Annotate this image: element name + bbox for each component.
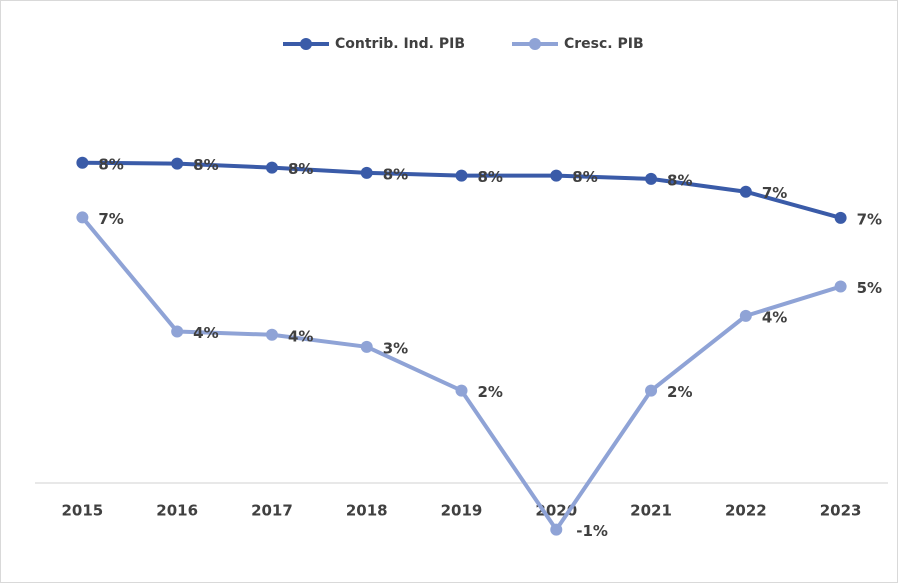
data-label: 8%: [288, 160, 313, 178]
data-label: 4%: [193, 324, 218, 342]
x-tick-label: 2017: [251, 502, 293, 520]
x-tick-label: 2019: [441, 502, 483, 520]
data-label: 8%: [667, 171, 692, 189]
data-label: 7%: [98, 210, 123, 228]
data-point: [834, 280, 847, 293]
data-point: [265, 161, 278, 174]
data-label: 4%: [762, 308, 787, 326]
data-point: [76, 211, 89, 224]
data-point: [645, 172, 658, 185]
x-tick-label: 2022: [725, 502, 767, 520]
data-point: [360, 340, 373, 353]
data-point: [645, 384, 658, 397]
x-tick-label: 2018: [346, 502, 388, 520]
data-label: 4%: [288, 327, 313, 345]
legend-label: Cresc. PIB: [564, 36, 644, 52]
data-point: [550, 169, 563, 182]
data-point: [455, 169, 468, 182]
data-label: 8%: [193, 156, 218, 174]
data-label: 7%: [857, 210, 882, 228]
data-point: [76, 156, 89, 169]
data-label: 7%: [762, 184, 787, 202]
x-tick-label: 2023: [820, 502, 862, 520]
data-label: 5%: [857, 279, 882, 297]
data-point: [739, 185, 752, 198]
data-point: [265, 328, 278, 341]
data-label: 8%: [383, 165, 408, 183]
x-tick-label: 2016: [156, 502, 198, 520]
data-point: [834, 211, 847, 224]
legend-marker: [529, 38, 541, 50]
data-label: 8%: [98, 155, 123, 173]
legend-marker: [300, 38, 312, 50]
x-tick-label: 2021: [630, 502, 672, 520]
data-point: [550, 523, 563, 536]
data-point: [739, 309, 752, 322]
data-point: [455, 384, 468, 397]
data-label: 2%: [667, 383, 692, 401]
data-label: 2%: [478, 383, 503, 401]
data-label: 8%: [572, 168, 597, 186]
data-label: 8%: [478, 168, 503, 186]
data-point: [171, 157, 184, 170]
data-point: [360, 166, 373, 179]
data-point: [171, 325, 184, 338]
x-tick-label: 2015: [62, 502, 104, 520]
legend-label: Contrib. Ind. PIB: [335, 36, 465, 52]
data-label: 3%: [383, 339, 408, 357]
data-label: -1%: [576, 522, 608, 540]
